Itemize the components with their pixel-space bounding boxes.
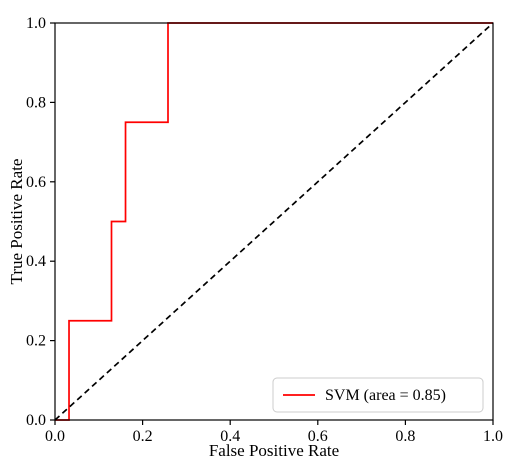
y-tick-label: 0.8 [26,94,46,111]
y-tick-label: 0.0 [26,412,46,429]
legend-label: SVM (area = 0.85) [325,387,446,404]
legend: SVM (area = 0.85) [272,377,484,413]
x-tick-label: 1.0 [483,428,503,445]
plot-frame [54,22,494,421]
x-tick-label: 0.0 [45,428,65,445]
series-line-0 [55,22,493,421]
x-axis-title: False Positive Rate [209,441,339,460]
x-tick-label: 0.4 [220,428,240,445]
x-tick-label: 0.2 [133,428,153,445]
y-tick-label: 1.0 [26,15,46,32]
y-tick-label: 0.2 [26,333,46,350]
diagonal-reference-line [54,22,494,421]
y-tick-label: 0.4 [26,253,46,270]
plot-area [54,22,494,421]
axes: 0.0 0.2 0.4 0.6 0.8 1.0 0.0 0.2 0.4 0.6 0.8 1.0 [26,15,503,445]
x-tick-label: 0.8 [395,428,415,445]
x-tick-label: 0.6 [308,428,328,445]
legend-box [272,377,484,413]
y-axis-title: True Positive Rate [7,159,26,285]
y-tick-label: 0.6 [26,174,46,191]
